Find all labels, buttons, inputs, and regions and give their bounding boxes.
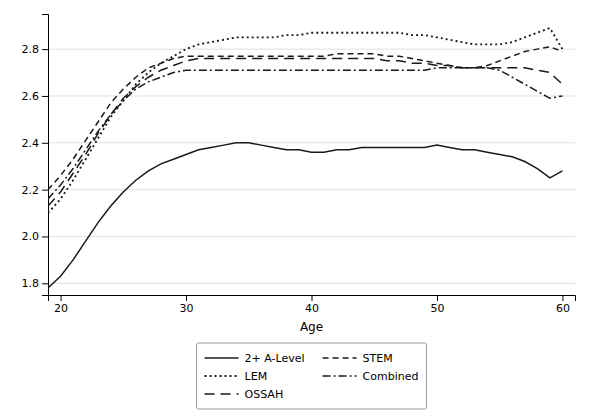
series-line bbox=[48, 143, 562, 288]
legend-swatch bbox=[205, 357, 239, 359]
grid-line bbox=[48, 236, 575, 237]
grid-line bbox=[48, 142, 575, 143]
tick: 20 bbox=[54, 295, 68, 315]
tick-mark bbox=[42, 236, 48, 237]
series-line bbox=[48, 28, 562, 213]
tick-mark bbox=[437, 295, 438, 301]
tick: 2.8 bbox=[22, 43, 49, 56]
chart: 20 30 40 50 60 1.8 2.0 2.2 2.4 2.6 2.8 Age 2+ A-Leve… bbox=[0, 0, 597, 417]
legend-label: Combined bbox=[363, 370, 419, 383]
legend-item: LEM bbox=[205, 370, 268, 383]
tick: 2.0 bbox=[22, 230, 49, 243]
tick-mark bbox=[42, 283, 48, 284]
legend-item: Combined bbox=[323, 370, 419, 383]
grid-line bbox=[48, 49, 575, 50]
legend-item: 2+ A-Level bbox=[205, 352, 305, 365]
tick-label: 50 bbox=[430, 302, 444, 315]
axis-line bbox=[49, 296, 576, 302]
tick: 2.6 bbox=[22, 90, 49, 103]
tick-label: 2.0 bbox=[22, 230, 40, 243]
tick: 60 bbox=[556, 295, 570, 315]
legend-frame bbox=[197, 343, 427, 409]
legend-swatch bbox=[205, 393, 239, 395]
legend-item: STEM bbox=[323, 352, 393, 365]
series-line bbox=[48, 47, 562, 190]
tick-label: 1.8 bbox=[22, 277, 40, 290]
tick-mark bbox=[42, 49, 48, 50]
x-axis-label: Age bbox=[300, 320, 323, 334]
tick-mark bbox=[42, 190, 48, 191]
tick-mark bbox=[186, 295, 187, 301]
axis-line bbox=[42, 15, 49, 296]
tick-mark bbox=[312, 295, 313, 301]
tick-label: 30 bbox=[180, 302, 194, 315]
legend: 2+ A-Level LEM OSSAH STEM Combined bbox=[197, 343, 427, 409]
legend-label: 2+ A-Level bbox=[245, 352, 305, 365]
legend-item: OSSAH bbox=[205, 388, 284, 401]
tick: 30 bbox=[180, 295, 194, 315]
grid bbox=[48, 49, 575, 283]
series-line bbox=[48, 58, 562, 206]
tick: 1.8 bbox=[22, 277, 49, 290]
legend-label: OSSAH bbox=[245, 388, 284, 401]
legend-label: STEM bbox=[363, 352, 393, 365]
tick-mark bbox=[61, 295, 62, 301]
tick-label: 2.6 bbox=[22, 90, 40, 103]
x-axis: 20 30 40 50 60 bbox=[49, 295, 576, 315]
legend-swatch bbox=[323, 375, 357, 377]
grid-line bbox=[48, 283, 575, 284]
tick-mark bbox=[562, 295, 563, 301]
tick-label: 60 bbox=[556, 302, 570, 315]
tick-mark bbox=[42, 96, 48, 97]
tick-label: 40 bbox=[305, 302, 319, 315]
legend-swatch bbox=[205, 375, 239, 377]
y-axis: 1.8 2.0 2.2 2.4 2.6 2.8 bbox=[22, 15, 49, 296]
plot-area: 20 30 40 50 60 1.8 2.0 2.2 2.4 2.6 2.8 Age bbox=[22, 15, 576, 335]
legend-swatch bbox=[323, 357, 357, 359]
tick-label: 2.4 bbox=[22, 137, 40, 150]
series-line bbox=[48, 68, 562, 199]
lines bbox=[48, 28, 562, 288]
tick-mark bbox=[42, 143, 48, 144]
legend-label: LEM bbox=[245, 370, 268, 383]
tick-label: 20 bbox=[54, 302, 68, 315]
tick: 2.4 bbox=[22, 137, 49, 150]
tick-label: 2.2 bbox=[22, 184, 40, 197]
tick-label: 2.8 bbox=[22, 43, 40, 56]
tick: 40 bbox=[305, 295, 319, 315]
tick: 2.2 bbox=[22, 184, 49, 197]
tick: 50 bbox=[430, 295, 444, 315]
